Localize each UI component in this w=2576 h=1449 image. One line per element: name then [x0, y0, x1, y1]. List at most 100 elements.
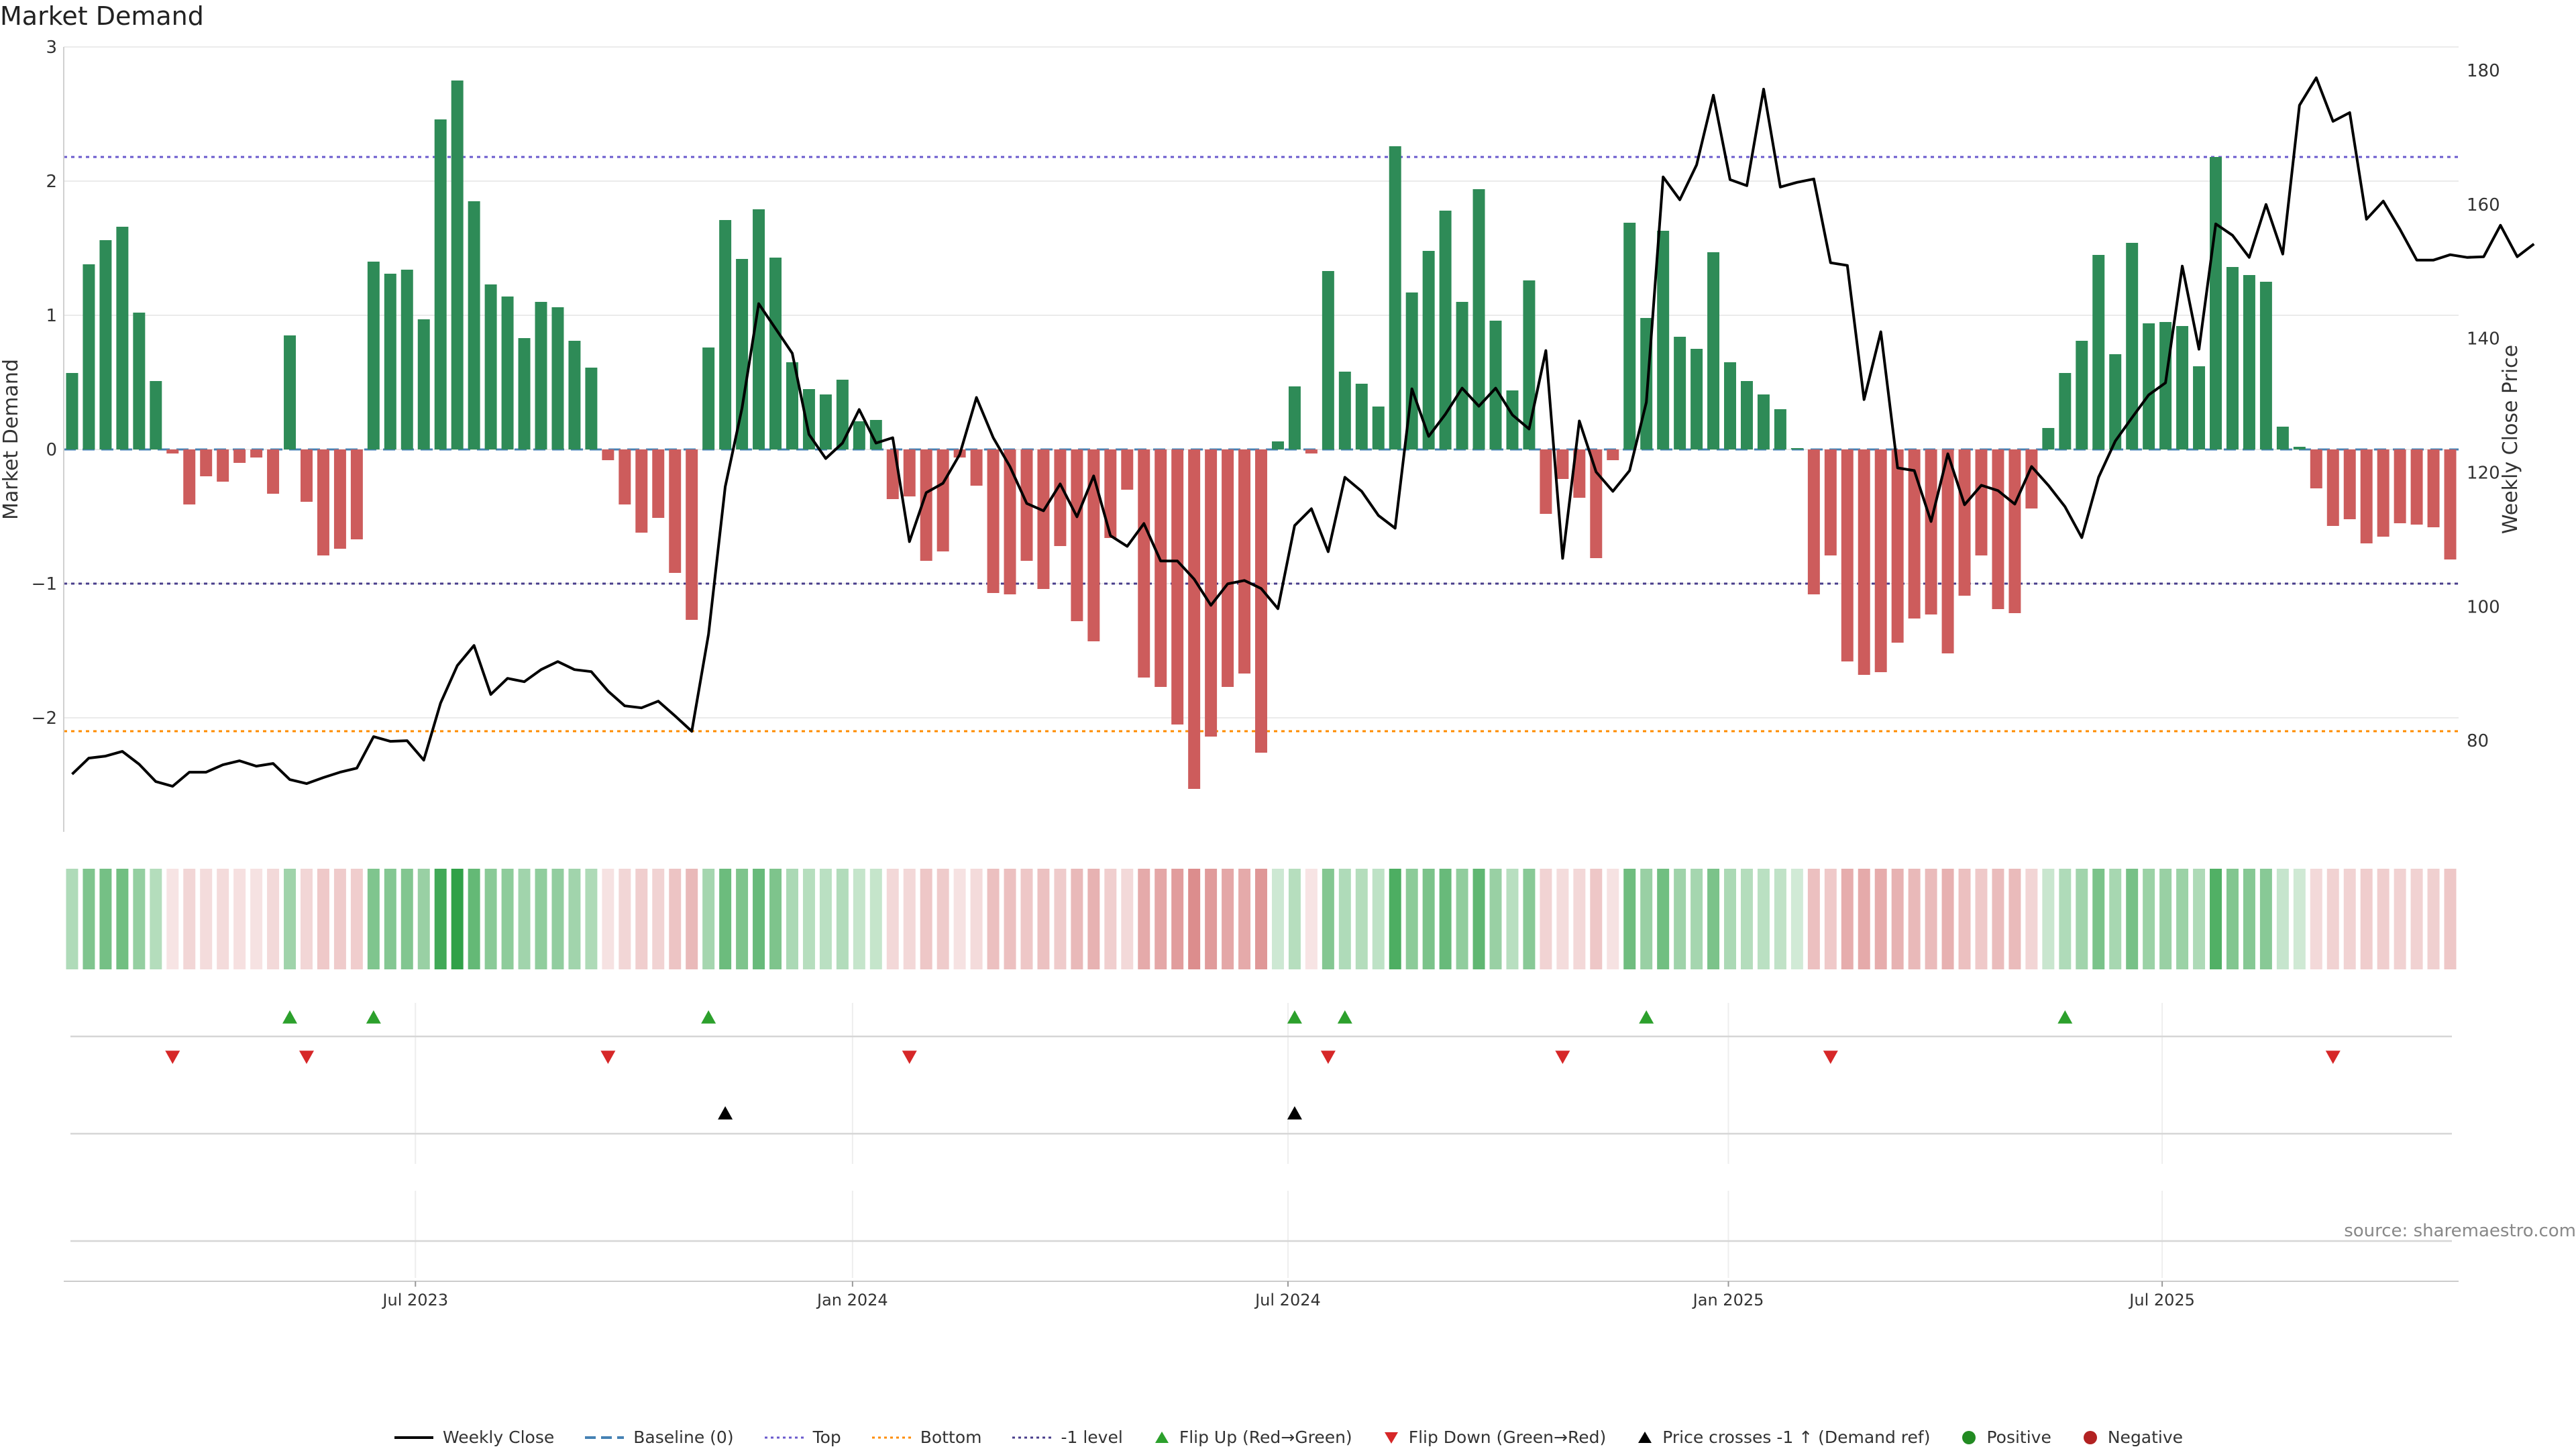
demand-bar: [1121, 449, 1134, 490]
y-tick-label: −1: [32, 574, 57, 594]
demand-bar: [987, 449, 1000, 593]
heat-cell: [2159, 869, 2172, 969]
demand-bar: [1338, 372, 1351, 449]
demand-bar: [133, 313, 146, 449]
demand-bar: [1422, 251, 1435, 449]
source-label: source: sharemaestro.com: [2344, 1221, 2576, 1241]
heat-cell: [2310, 869, 2322, 969]
demand-bar: [2394, 449, 2406, 523]
demand-bar: [367, 262, 380, 449]
demand-bar: [769, 258, 782, 449]
heat-cell: [1222, 869, 1234, 969]
heat-cell: [2059, 869, 2072, 969]
heat-cell: [1858, 869, 1870, 969]
demand-bar: [1523, 280, 1536, 449]
heat-cell: [1958, 869, 1971, 969]
demand-bar: [686, 449, 698, 620]
demand-bar: [2343, 449, 2356, 519]
demand-bar: [434, 119, 447, 449]
demand-bar: [2092, 255, 2105, 449]
demand-bar: [1355, 384, 1368, 449]
demand-bar: [1556, 449, 1569, 479]
heat-cell: [1674, 869, 1686, 969]
demand-bar: [836, 380, 849, 449]
demand-bar: [1456, 302, 1468, 449]
heat-cell: [233, 869, 246, 969]
heat-cell: [869, 869, 882, 969]
demand-bar: [1724, 362, 1737, 449]
heat-cell: [484, 869, 497, 969]
demand-bar: [1858, 449, 1870, 675]
heat-cell: [1087, 869, 1100, 969]
demand-bar: [267, 449, 280, 494]
legend-label: Flip Down (Green→Red): [1408, 1428, 1607, 1447]
demand-bar: [1238, 449, 1251, 674]
heat-cell: [1841, 869, 1854, 969]
demand-bar: [166, 449, 179, 453]
demand-bar: [1205, 449, 1218, 737]
demand-bar: [284, 335, 297, 449]
heat-cell: [1623, 869, 1636, 969]
heat-cell: [1054, 869, 1067, 969]
heat-cell: [2143, 869, 2155, 969]
flip-down-marker: [299, 1051, 314, 1064]
y2-tick-label: 80: [2467, 731, 2489, 751]
heat-cell: [99, 869, 112, 969]
demand-bar: [1389, 146, 1401, 449]
y2-tick-label: 120: [2467, 463, 2500, 483]
heat-cell: [619, 869, 631, 969]
legend-item: Top: [763, 1428, 841, 1447]
heat-cell: [568, 869, 581, 969]
demand-bar: [1757, 394, 1770, 449]
demand-bar: [1908, 449, 1921, 619]
demand-bar: [1590, 449, 1603, 558]
demand-bar: [2042, 428, 2055, 449]
heat-cell: [284, 869, 297, 969]
legend-symbol-icon: [2083, 1430, 2097, 1444]
heat-cell: [2210, 869, 2222, 969]
flip-up-marker: [701, 1010, 716, 1024]
demand-bar: [2126, 243, 2139, 449]
heat-cell: [936, 869, 949, 969]
legend-item: Baseline (0): [584, 1428, 734, 1447]
legend: Weekly Close Baseline (0) Top Bottom -1 leve…: [0, 1428, 2576, 1447]
demand-bar: [1104, 449, 1117, 538]
heat-cell: [250, 869, 263, 969]
demand-bar: [2377, 449, 2390, 537]
demand-bar: [1054, 449, 1067, 546]
heat-cell: [1807, 869, 1820, 969]
heat-cell: [217, 869, 229, 969]
heat-cell: [333, 869, 346, 969]
y-tick-label: 0: [46, 440, 57, 460]
demand-bar: [217, 449, 229, 482]
demand-bar: [1707, 252, 1720, 449]
heat-cell: [602, 869, 614, 969]
legend-label: Top: [812, 1428, 841, 1447]
demand-bar: [417, 319, 430, 449]
heat-cell: [769, 869, 782, 969]
heat-cell: [2410, 869, 2423, 969]
legend-label: Negative: [2107, 1428, 2184, 1447]
heat-cell: [1422, 869, 1435, 969]
demand-bar: [468, 201, 480, 449]
heat-cell: [535, 869, 547, 969]
heat-cell: [1472, 869, 1485, 969]
demand-bar: [2143, 323, 2155, 449]
heat-cell: [367, 869, 380, 969]
demand-bar: [1674, 337, 1686, 449]
demand-bars: [66, 80, 2457, 789]
heat-cell: [2243, 869, 2255, 969]
demand-bar: [2226, 267, 2239, 449]
heat-cell: [1523, 869, 1536, 969]
y2-tick-label: 140: [2467, 329, 2500, 350]
flip-up-marker: [1337, 1010, 1352, 1024]
heat-cell: [518, 869, 531, 969]
legend-symbol-icon: [1012, 1436, 1052, 1438]
heat-cell: [836, 869, 849, 969]
heat-cell: [451, 869, 464, 969]
heat-cell: [1405, 869, 1418, 969]
heat-cell: [66, 869, 78, 969]
demand-bar: [702, 347, 715, 449]
heat-cell: [1690, 869, 1703, 969]
demand-bar: [2109, 354, 2122, 449]
